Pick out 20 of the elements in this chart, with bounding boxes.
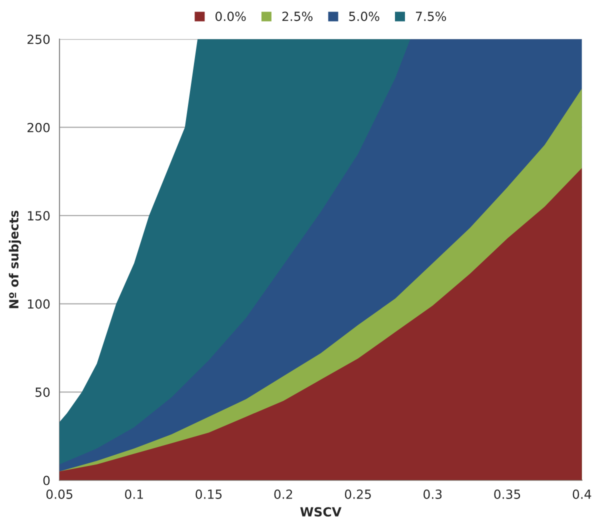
- legend-label: 0.0%: [216, 12, 246, 22]
- legend-label: 2.5%: [282, 12, 313, 22]
- y-tick-label: 250: [28, 34, 50, 44]
- y-tick-label: 0: [43, 476, 50, 486]
- x-tick-label: 0.3: [424, 489, 442, 499]
- x-tick-label: 0.25: [344, 489, 371, 499]
- x-tick-label: 0.35: [494, 489, 520, 499]
- y-axis-title: Nº of subjects: [8, 210, 22, 308]
- x-tick-label: 0.2: [274, 489, 292, 499]
- x-tick-label: 0.4: [572, 489, 592, 499]
- legend-label: 5.0%: [349, 12, 380, 22]
- x-tick-label: 0.1: [125, 489, 143, 499]
- y-tick-label: 200: [28, 122, 50, 132]
- x-tick-label: 0.05: [46, 489, 72, 499]
- y-tick-label: 100: [28, 299, 50, 309]
- y-tick-label: 150: [28, 211, 50, 221]
- x-tick-label: 0.15: [196, 489, 222, 499]
- y-tick-label: 50: [36, 387, 50, 397]
- legend-label: 7.5%: [416, 12, 446, 22]
- x-axis-title: WSCV: [300, 507, 342, 517]
